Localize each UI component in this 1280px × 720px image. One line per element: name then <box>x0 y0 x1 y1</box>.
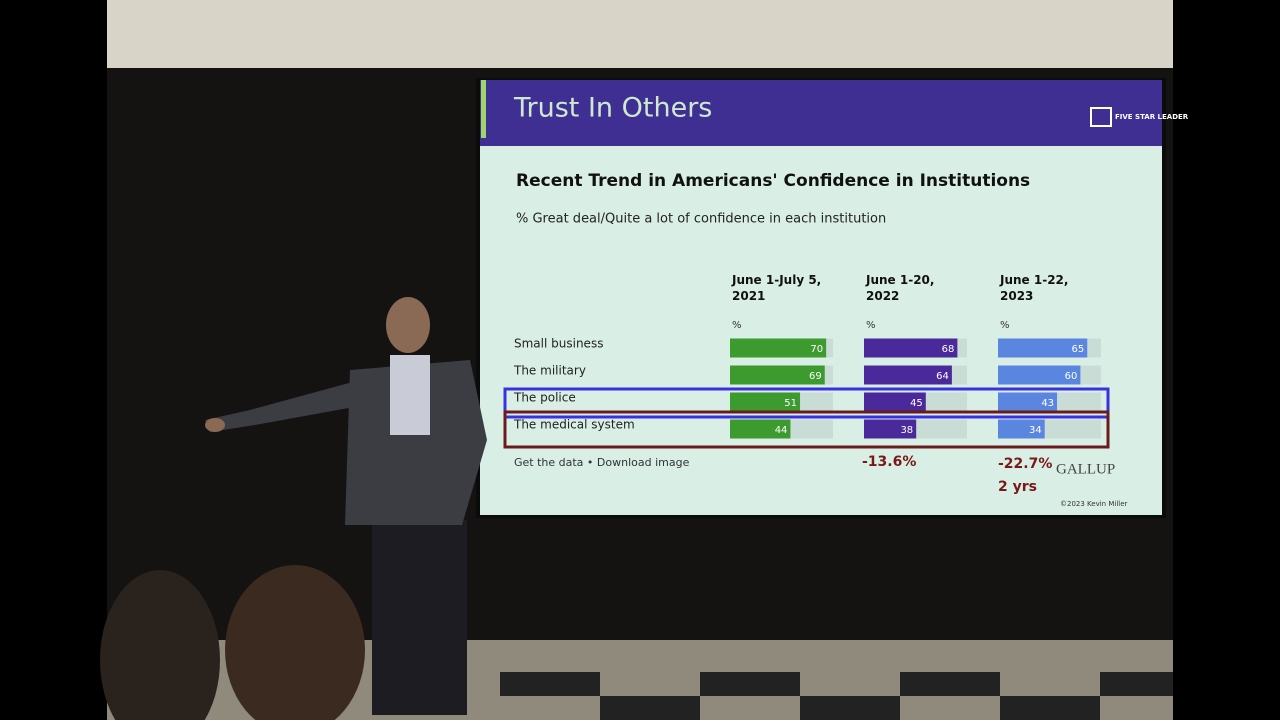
category-label: The military <box>513 364 586 378</box>
bar <box>730 365 825 385</box>
copyright: ©2023 Kevin Miller <box>1060 500 1128 508</box>
category-label: The medical system <box>513 418 635 432</box>
data-label: 51 <box>784 398 797 409</box>
bar <box>998 392 1058 412</box>
bar <box>730 392 801 412</box>
data-label: 44 <box>775 425 788 436</box>
data-label: 60 <box>1065 371 1078 382</box>
floor-tiles <box>500 672 1173 720</box>
series-label: June 1-20, 2022 <box>865 273 934 303</box>
source: GALLUP <box>1056 461 1115 477</box>
data-label: 65 <box>1072 344 1085 355</box>
slide-header <box>480 80 1162 146</box>
series-label: June 1-22, 2023 <box>999 273 1068 303</box>
logo-text: FIVE STAR LEADER <box>1115 113 1189 121</box>
footer-link[interactable]: Get the data • Download image <box>514 456 690 469</box>
bar <box>864 392 926 412</box>
logo-icon <box>1090 107 1112 127</box>
unit-label: % <box>732 320 742 331</box>
bar <box>864 338 958 358</box>
chart: Small business The military The police The … <box>513 273 1101 439</box>
series-label: June 1-July 5, 2021 <box>731 273 821 303</box>
data-label: 38 <box>900 425 913 436</box>
data-label: 68 <box>942 344 955 355</box>
data-label: 34 <box>1029 425 1042 436</box>
unit-label: % <box>866 320 876 331</box>
slide-title: Trust In Others <box>513 93 712 124</box>
data-label: 64 <box>936 371 949 382</box>
bar <box>998 419 1045 439</box>
bar <box>864 419 917 439</box>
data-label: 45 <box>910 398 923 409</box>
presenter <box>205 297 487 715</box>
data-label: 43 <box>1041 398 1054 409</box>
category-label: The police <box>513 391 576 405</box>
bar <box>998 365 1081 385</box>
highlight-box <box>503 410 1110 449</box>
data-label: 70 <box>810 344 823 355</box>
bar <box>864 365 952 385</box>
annotation: -22.7% <box>998 456 1052 472</box>
audience <box>100 565 365 720</box>
highlight-box <box>503 387 1110 419</box>
bar <box>998 338 1088 358</box>
data-label: 69 <box>809 371 822 382</box>
ceiling <box>107 0 1173 68</box>
annotation: -13.6% <box>862 454 916 470</box>
category-label: Small business <box>514 337 603 351</box>
bar <box>730 419 791 439</box>
bar <box>730 338 827 358</box>
unit-label: % <box>1000 320 1010 331</box>
header-accent <box>481 80 486 138</box>
annotation: 2 yrs <box>998 479 1037 495</box>
slide <box>480 80 1162 515</box>
chart-title: Recent Trend in Americans' Confidence in… <box>516 171 1030 191</box>
chart-subtitle: % Great deal/Quite a lot of confidence i… <box>516 212 886 227</box>
